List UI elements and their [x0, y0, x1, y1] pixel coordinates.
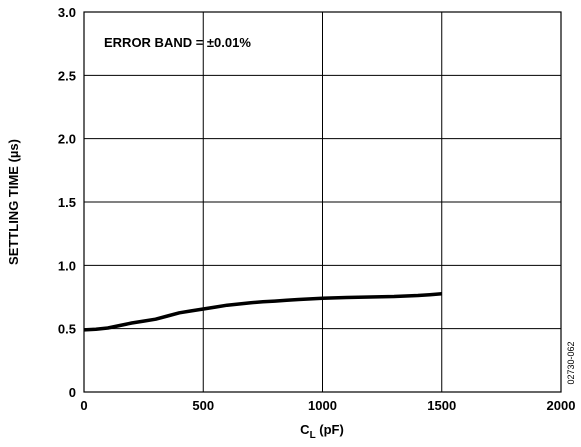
axis-ticks: 0 500 1000 1500 2000 0 0.5 1.0 1.5 2.0 2.5 3.0: [58, 5, 576, 413]
x-axis-title-unit: (pF): [316, 422, 344, 437]
plot-frame: [83, 11, 562, 393]
x-tick-label: 2000: [547, 398, 576, 413]
y-tick-label: 0: [69, 385, 76, 400]
figure-id: 02730-062: [566, 341, 576, 384]
series-line: [83, 292, 442, 332]
x-tick-label: 1000: [308, 398, 337, 413]
y-tick-label: 1.5: [58, 195, 76, 210]
y-tick-label: 2.0: [58, 132, 76, 147]
error-band-annotation: ERROR BAND = ±0.01%: [104, 35, 251, 50]
x-axis-title-main: C: [300, 422, 310, 437]
grid-lines: [84, 12, 561, 392]
x-axis-title: CL (pF): [300, 422, 344, 441]
x-axis-title-subscript: L: [310, 430, 316, 441]
y-tick-label: 1.0: [58, 258, 76, 273]
x-tick-label: 0: [80, 398, 87, 413]
y-tick-label: 2.5: [58, 68, 76, 83]
y-tick-label: 0.5: [58, 322, 76, 337]
x-tick-label: 1500: [427, 398, 456, 413]
x-tick-label: 500: [192, 398, 214, 413]
y-tick-label: 3.0: [58, 5, 76, 20]
series-layer: [83, 292, 442, 332]
y-axis-title: SETTLING TIME (µs): [6, 139, 21, 265]
